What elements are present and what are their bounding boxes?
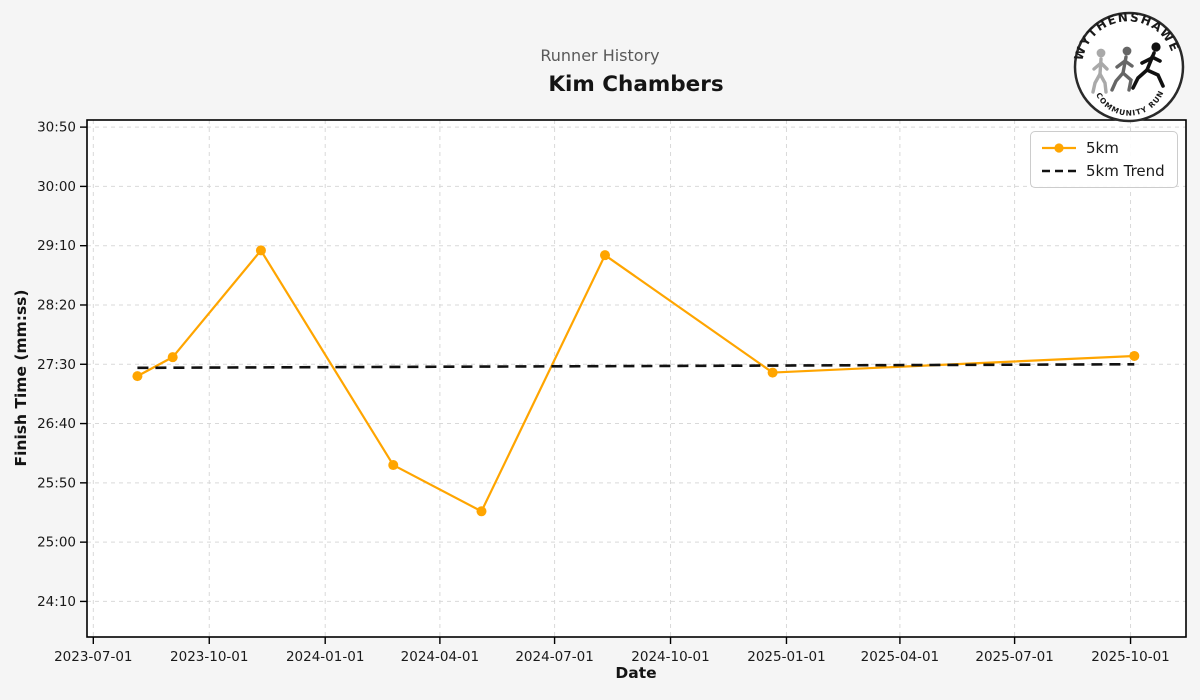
legend-item-5km: 5km: [1041, 139, 1167, 157]
dashed-line-swatch-icon: [1042, 169, 1076, 173]
y-tick-label: 30:50: [37, 120, 76, 136]
x-tick-label: 2025-07-01: [975, 649, 1053, 665]
data-point-marker: [132, 371, 143, 382]
data-point-marker: [599, 250, 610, 261]
x-tick-label: 2024-07-01: [515, 649, 593, 665]
page-title: Kim Chambers: [548, 72, 724, 97]
x-tick-label: 2025-01-01: [747, 649, 825, 665]
y-tick-label: 27:30: [37, 357, 76, 373]
line-marker-swatch-icon: [1042, 143, 1076, 153]
y-tick-label: 28:20: [37, 297, 76, 313]
y-tick-label: 26:40: [37, 416, 76, 432]
data-point-marker: [1129, 350, 1140, 361]
y-axis-label: Finish Time (mm:ss): [12, 289, 30, 467]
wythenshawe-community-run-logo: WYTHENSHAWE COMMUNITY RUN: [1072, 10, 1185, 123]
data-point-marker: [767, 367, 778, 378]
series-5km-trend-line: [137, 362, 1135, 370]
x-tick-label: 2024-01-01: [286, 649, 364, 665]
x-tick-label: 2025-10-01: [1091, 649, 1169, 665]
x-tick-label: 2023-10-01: [170, 649, 248, 665]
data-point-marker: [476, 506, 487, 517]
chart-legend: 5km 5km Trend: [1030, 131, 1178, 188]
x-tick-label: 2024-10-01: [631, 649, 709, 665]
logo-circle: [1073, 11, 1185, 123]
jogger-runner-icon: [1110, 46, 1134, 92]
legend-label-5km-trend: 5km Trend: [1086, 162, 1165, 180]
plot-area: [87, 120, 1186, 637]
series-5km-line: [136, 249, 1135, 513]
x-tick-label: 2023-07-01: [54, 649, 132, 665]
plot-spines: [86, 119, 1187, 638]
data-point-marker: [255, 245, 266, 256]
walker-runner-icon: [1091, 48, 1109, 94]
data-point-marker: [388, 460, 399, 471]
data-point-marker: [167, 352, 178, 363]
x-tick-label: 2025-04-01: [861, 649, 939, 665]
y-tick-label: 25:50: [37, 475, 76, 491]
legend-item-5km-trend: 5km Trend: [1041, 162, 1167, 180]
x-axis-label: Date: [615, 664, 657, 682]
y-tick-label: 24:10: [37, 594, 76, 610]
chart-suptitle: Runner History: [540, 46, 660, 65]
y-tick-label: 30:00: [37, 179, 76, 195]
sprinter-runner-icon: [1131, 42, 1165, 90]
x-tick-label: 2024-04-01: [401, 649, 479, 665]
legend-label-5km: 5km: [1086, 139, 1119, 157]
y-tick-label: 25:00: [37, 535, 76, 551]
y-tick-label: 29:10: [37, 238, 76, 254]
